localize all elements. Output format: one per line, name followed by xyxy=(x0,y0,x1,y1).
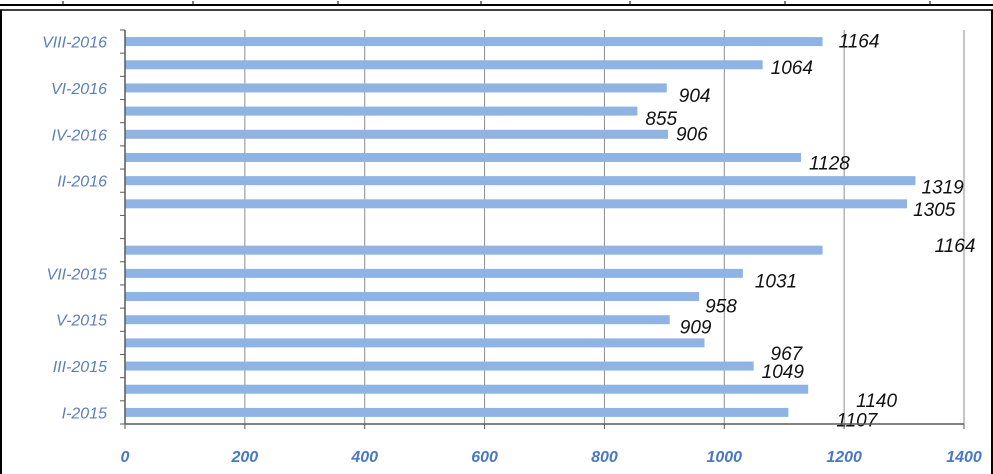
category-label-16: I-2015 xyxy=(62,405,107,422)
data-label-0: 1164 xyxy=(839,32,880,53)
category-label-4: IV-2016 xyxy=(52,127,108,144)
bar-11 xyxy=(125,292,700,302)
axes xyxy=(120,29,965,429)
data-label-12: 909 xyxy=(680,318,712,339)
bar-5 xyxy=(125,152,801,162)
bar-12 xyxy=(125,315,670,325)
x-tick-label-0: 0 xyxy=(121,449,130,466)
bar-9 xyxy=(125,245,823,255)
data-label-10: 1031 xyxy=(755,271,797,292)
data-label-16: 1107 xyxy=(836,410,878,431)
bar-0 xyxy=(125,37,823,47)
bar-14 xyxy=(125,361,754,371)
bar-7 xyxy=(125,199,908,209)
category-label-10: VII-2015 xyxy=(47,266,108,283)
x-tick-label-600: 600 xyxy=(471,449,498,466)
bar-10 xyxy=(125,268,743,278)
category-label-6: II-2016 xyxy=(57,174,107,191)
x-tick-label-1200: 1200 xyxy=(826,449,862,466)
gridlines xyxy=(244,30,965,424)
data-label-9: 1164 xyxy=(935,236,976,257)
x-tick-label-400: 400 xyxy=(350,449,378,466)
bar-13 xyxy=(125,338,705,348)
category-label-2: VI-2016 xyxy=(51,81,107,98)
data-label-7: 1305 xyxy=(913,200,956,221)
x-tick-label-800: 800 xyxy=(591,449,618,466)
bar-4 xyxy=(125,129,668,139)
category-label-0: VIII-2016 xyxy=(42,35,107,52)
header-strip-lines xyxy=(0,1,993,11)
bar-3 xyxy=(125,106,638,116)
bars xyxy=(125,37,916,417)
category-labels: VIII-2016 VI-2016 IV-2016 II-2016 VII-2015 V-… xyxy=(42,35,107,423)
data-label-3: 855 xyxy=(645,109,677,130)
data-label-14: 1049 xyxy=(762,362,805,383)
bar-1 xyxy=(125,60,763,70)
data-label-5: 1128 xyxy=(809,153,850,174)
data-label-2: 904 xyxy=(679,86,711,107)
header-strip xyxy=(0,0,993,12)
x-tick-label-1400: 1400 xyxy=(946,449,982,466)
data-label-1: 1064 xyxy=(771,58,813,79)
x-tick-label-200: 200 xyxy=(231,449,259,466)
tick-labels: 0 200 400 600 800 1000 1200 1400 xyxy=(121,449,982,466)
bar-15 xyxy=(125,384,809,394)
category-label-14: III-2015 xyxy=(53,359,107,376)
data-label-15: 1140 xyxy=(856,391,897,412)
bar-6 xyxy=(125,176,916,186)
category-label-12: V-2015 xyxy=(56,313,107,330)
bar-16 xyxy=(125,407,789,417)
bar-2 xyxy=(125,83,667,93)
data-label-11: 958 xyxy=(705,297,737,318)
data-label-6: 1319 xyxy=(921,178,964,199)
data-label-4: 906 xyxy=(676,124,708,145)
data-label-13: 967 xyxy=(771,344,804,365)
x-tick-label-1000: 1000 xyxy=(706,449,742,466)
